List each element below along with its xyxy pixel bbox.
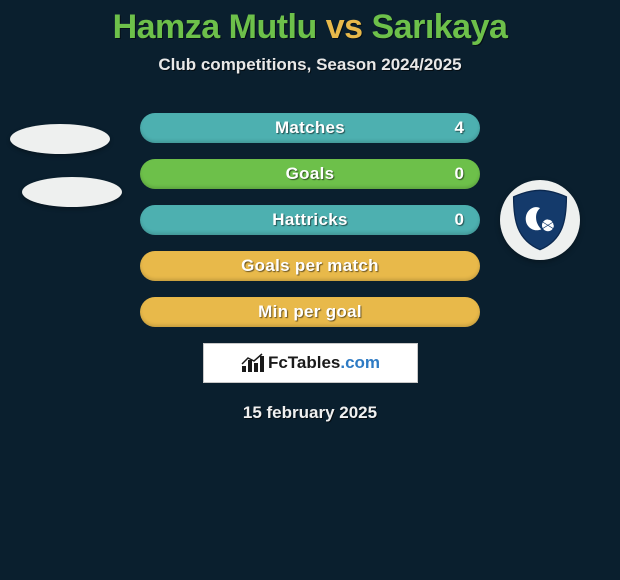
fctables-logo: FcTables.com (203, 343, 418, 383)
vs-text: vs (326, 8, 363, 46)
player1-name: Hamza Mutlu (113, 8, 317, 46)
stat-label: Min per goal (258, 302, 362, 322)
player2-name: Sarıkaya (372, 8, 508, 46)
page-title: Hamza Mutlu vs Sarıkaya (0, 0, 620, 47)
placeholder-ellipse (10, 124, 110, 154)
stat-label: Goals per match (241, 256, 379, 276)
stat-value: 0 (455, 210, 464, 230)
stat-value: 0 (455, 164, 464, 184)
placeholder-ellipse (22, 177, 122, 207)
stat-row-matches: Matches 4 (140, 113, 480, 143)
subtitle: Club competitions, Season 2024/2025 (0, 55, 620, 75)
stat-value: 4 (455, 118, 464, 138)
date-text: 15 february 2025 (0, 403, 620, 423)
bars-icon (240, 352, 264, 374)
stat-label: Hattricks (272, 210, 347, 230)
stat-row-gpm: Goals per match (140, 251, 480, 281)
stat-row-hattricks: Hattricks 0 (140, 205, 480, 235)
club-badge (500, 180, 580, 260)
stat-label: Goals (286, 164, 335, 184)
logo-text: FcTables.com (268, 353, 380, 373)
stat-row-mpg: Min per goal (140, 297, 480, 327)
stat-row-goals: Goals 0 (140, 159, 480, 189)
club-crest-icon (507, 187, 573, 253)
stat-label: Matches (275, 118, 345, 138)
